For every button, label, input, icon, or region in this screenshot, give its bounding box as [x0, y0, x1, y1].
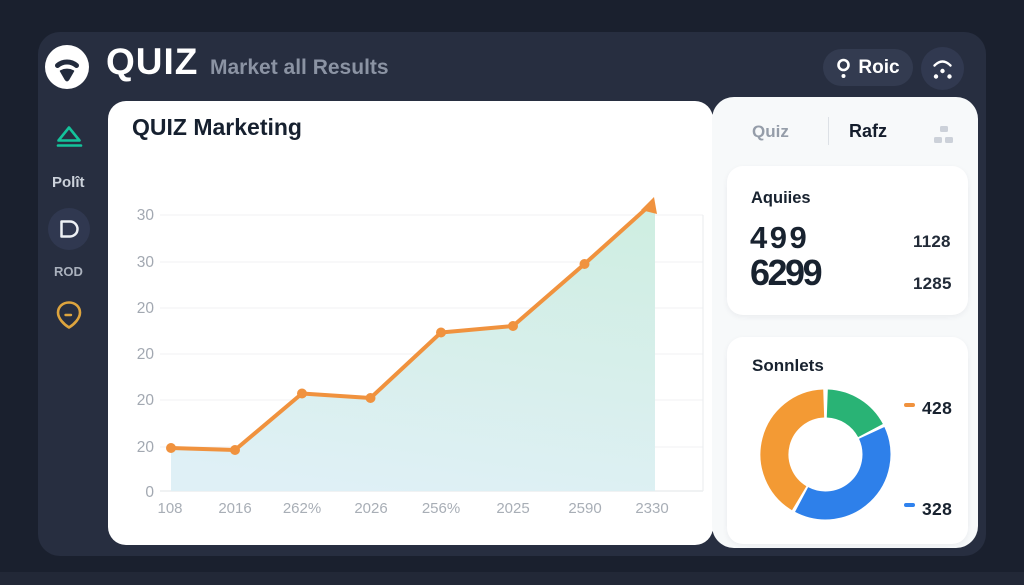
svg-text:256%: 256% [422, 500, 460, 517]
svg-text:108: 108 [157, 500, 182, 517]
svg-text:2025: 2025 [496, 500, 529, 517]
svg-text:262%: 262% [283, 500, 321, 517]
svg-text:20: 20 [137, 439, 155, 456]
svg-text:30: 30 [137, 254, 155, 271]
svg-text:20: 20 [137, 346, 155, 363]
svg-text:20: 20 [137, 392, 155, 409]
svg-text:2330: 2330 [635, 500, 668, 517]
svg-text:20: 20 [137, 300, 155, 317]
svg-text:2016: 2016 [218, 500, 251, 517]
svg-text:2590: 2590 [568, 500, 601, 517]
svg-text:2026: 2026 [354, 500, 387, 517]
svg-text:30: 30 [137, 207, 155, 224]
svg-text:0: 0 [145, 484, 154, 501]
